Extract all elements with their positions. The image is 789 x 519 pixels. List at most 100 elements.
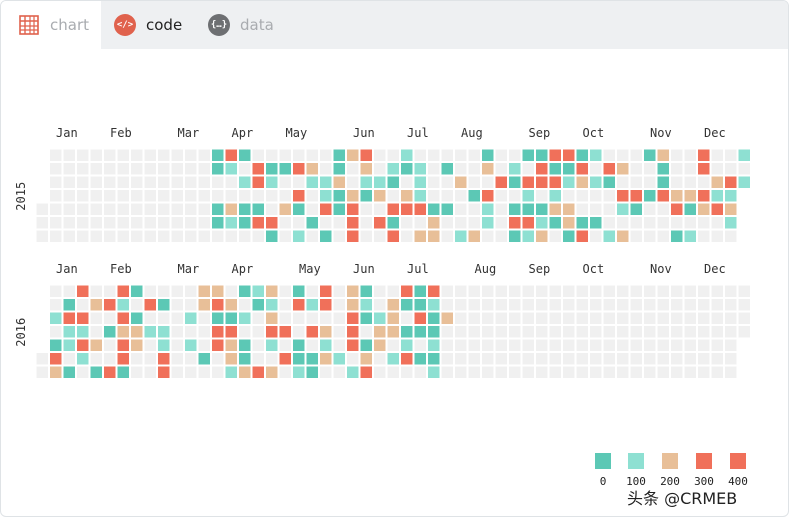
heatmap-cell[interactable] [656, 229, 670, 243]
heatmap-cell[interactable] [116, 189, 130, 203]
heatmap-cell[interactable] [386, 162, 400, 176]
heatmap-cell[interactable] [521, 202, 535, 216]
heatmap-cell[interactable] [103, 298, 117, 312]
heatmap-cell[interactable] [251, 175, 265, 189]
heatmap-cell[interactable] [359, 284, 373, 298]
heatmap-cell[interactable] [683, 311, 697, 325]
heatmap-cell[interactable] [386, 298, 400, 312]
heatmap-cell[interactable] [535, 325, 549, 339]
heatmap-cell[interactable] [656, 202, 670, 216]
heatmap-cell[interactable] [467, 189, 481, 203]
heatmap-cell[interactable] [602, 189, 616, 203]
heatmap-cell[interactable] [508, 298, 522, 312]
heatmap-cell[interactable] [562, 298, 576, 312]
heatmap-cell[interactable] [157, 216, 171, 230]
heatmap-cell[interactable] [319, 284, 333, 298]
heatmap-cell[interactable] [332, 352, 346, 366]
heatmap-cell[interactable] [737, 175, 751, 189]
heatmap-cell[interactable] [332, 311, 346, 325]
heatmap-cell[interactable] [562, 189, 576, 203]
heatmap-cell[interactable] [589, 216, 603, 230]
heatmap-cell[interactable] [643, 365, 657, 379]
heatmap-cell[interactable] [278, 338, 292, 352]
heatmap-cell[interactable] [710, 162, 724, 176]
heatmap-cell[interactable] [170, 311, 184, 325]
heatmap-cell[interactable] [143, 325, 157, 339]
heatmap-cell[interactable] [670, 175, 684, 189]
heatmap-cell[interactable] [238, 162, 252, 176]
heatmap-cell[interactable] [359, 148, 373, 162]
heatmap-cell[interactable] [224, 202, 238, 216]
heatmap-cell[interactable] [413, 202, 427, 216]
heatmap-cell[interactable] [548, 229, 562, 243]
heatmap-cell[interactable] [467, 202, 481, 216]
heatmap-cell[interactable] [76, 162, 90, 176]
heatmap-cell[interactable] [683, 338, 697, 352]
heatmap-cell[interactable] [440, 338, 454, 352]
heatmap-cell[interactable] [494, 325, 508, 339]
heatmap-cell[interactable] [62, 352, 76, 366]
heatmap-cell[interactable] [400, 175, 414, 189]
heatmap-cell[interactable] [251, 284, 265, 298]
heatmap-cell[interactable] [454, 229, 468, 243]
heatmap-cell[interactable] [656, 216, 670, 230]
heatmap-cell[interactable] [103, 175, 117, 189]
heatmap-cell[interactable] [656, 162, 670, 176]
heatmap-cell[interactable] [737, 148, 751, 162]
heatmap-cell[interactable] [508, 216, 522, 230]
heatmap-cell[interactable] [211, 284, 225, 298]
heatmap-cell[interactable] [400, 202, 414, 216]
heatmap-cell[interactable] [535, 229, 549, 243]
heatmap-cell[interactable] [224, 216, 238, 230]
heatmap-cell[interactable] [589, 229, 603, 243]
heatmap-cell[interactable] [346, 352, 360, 366]
heatmap-cell[interactable] [103, 229, 117, 243]
heatmap-cell[interactable] [116, 325, 130, 339]
heatmap-cell[interactable] [575, 189, 589, 203]
heatmap-cell[interactable] [238, 352, 252, 366]
heatmap-cell[interactable] [670, 202, 684, 216]
heatmap-cell[interactable] [319, 298, 333, 312]
heatmap-cell[interactable] [319, 365, 333, 379]
heatmap-cell[interactable] [319, 175, 333, 189]
heatmap-cell[interactable] [359, 229, 373, 243]
heatmap-cell[interactable] [49, 202, 63, 216]
heatmap-cell[interactable] [278, 325, 292, 339]
heatmap-cell[interactable] [49, 216, 63, 230]
heatmap-cell[interactable] [656, 148, 670, 162]
heatmap-cell[interactable] [359, 338, 373, 352]
heatmap-cell[interactable] [724, 162, 738, 176]
heatmap-cell[interactable] [332, 298, 346, 312]
heatmap-cell[interactable] [386, 365, 400, 379]
heatmap-cell[interactable] [130, 338, 144, 352]
heatmap-cell[interactable] [116, 202, 130, 216]
heatmap-cell[interactable] [535, 202, 549, 216]
heatmap-cell[interactable] [400, 365, 414, 379]
heatmap-cell[interactable] [224, 284, 238, 298]
heatmap-cell[interactable] [413, 311, 427, 325]
heatmap-cell[interactable] [373, 298, 387, 312]
heatmap-cell[interactable] [508, 162, 522, 176]
heatmap-cell[interactable] [494, 311, 508, 325]
heatmap-cell[interactable] [670, 325, 684, 339]
heatmap-cell[interactable] [508, 352, 522, 366]
heatmap-cell[interactable] [724, 189, 738, 203]
heatmap-cell[interactable] [373, 216, 387, 230]
heatmap-cell[interactable] [346, 284, 360, 298]
heatmap-cell[interactable] [346, 298, 360, 312]
heatmap-cell[interactable] [197, 216, 211, 230]
heatmap-cell[interactable] [373, 202, 387, 216]
heatmap-cell[interactable] [319, 216, 333, 230]
heatmap-cell[interactable] [413, 325, 427, 339]
heatmap-cell[interactable] [440, 202, 454, 216]
heatmap-cell[interactable] [305, 148, 319, 162]
heatmap-cell[interactable] [481, 284, 495, 298]
heatmap-cell[interactable] [292, 148, 306, 162]
heatmap-cell[interactable] [130, 148, 144, 162]
heatmap-cell[interactable] [184, 189, 198, 203]
heatmap-cell[interactable] [454, 325, 468, 339]
heatmap-cell[interactable] [535, 175, 549, 189]
heatmap-cell[interactable] [508, 338, 522, 352]
heatmap-cell[interactable] [683, 148, 697, 162]
heatmap-cell[interactable] [332, 325, 346, 339]
